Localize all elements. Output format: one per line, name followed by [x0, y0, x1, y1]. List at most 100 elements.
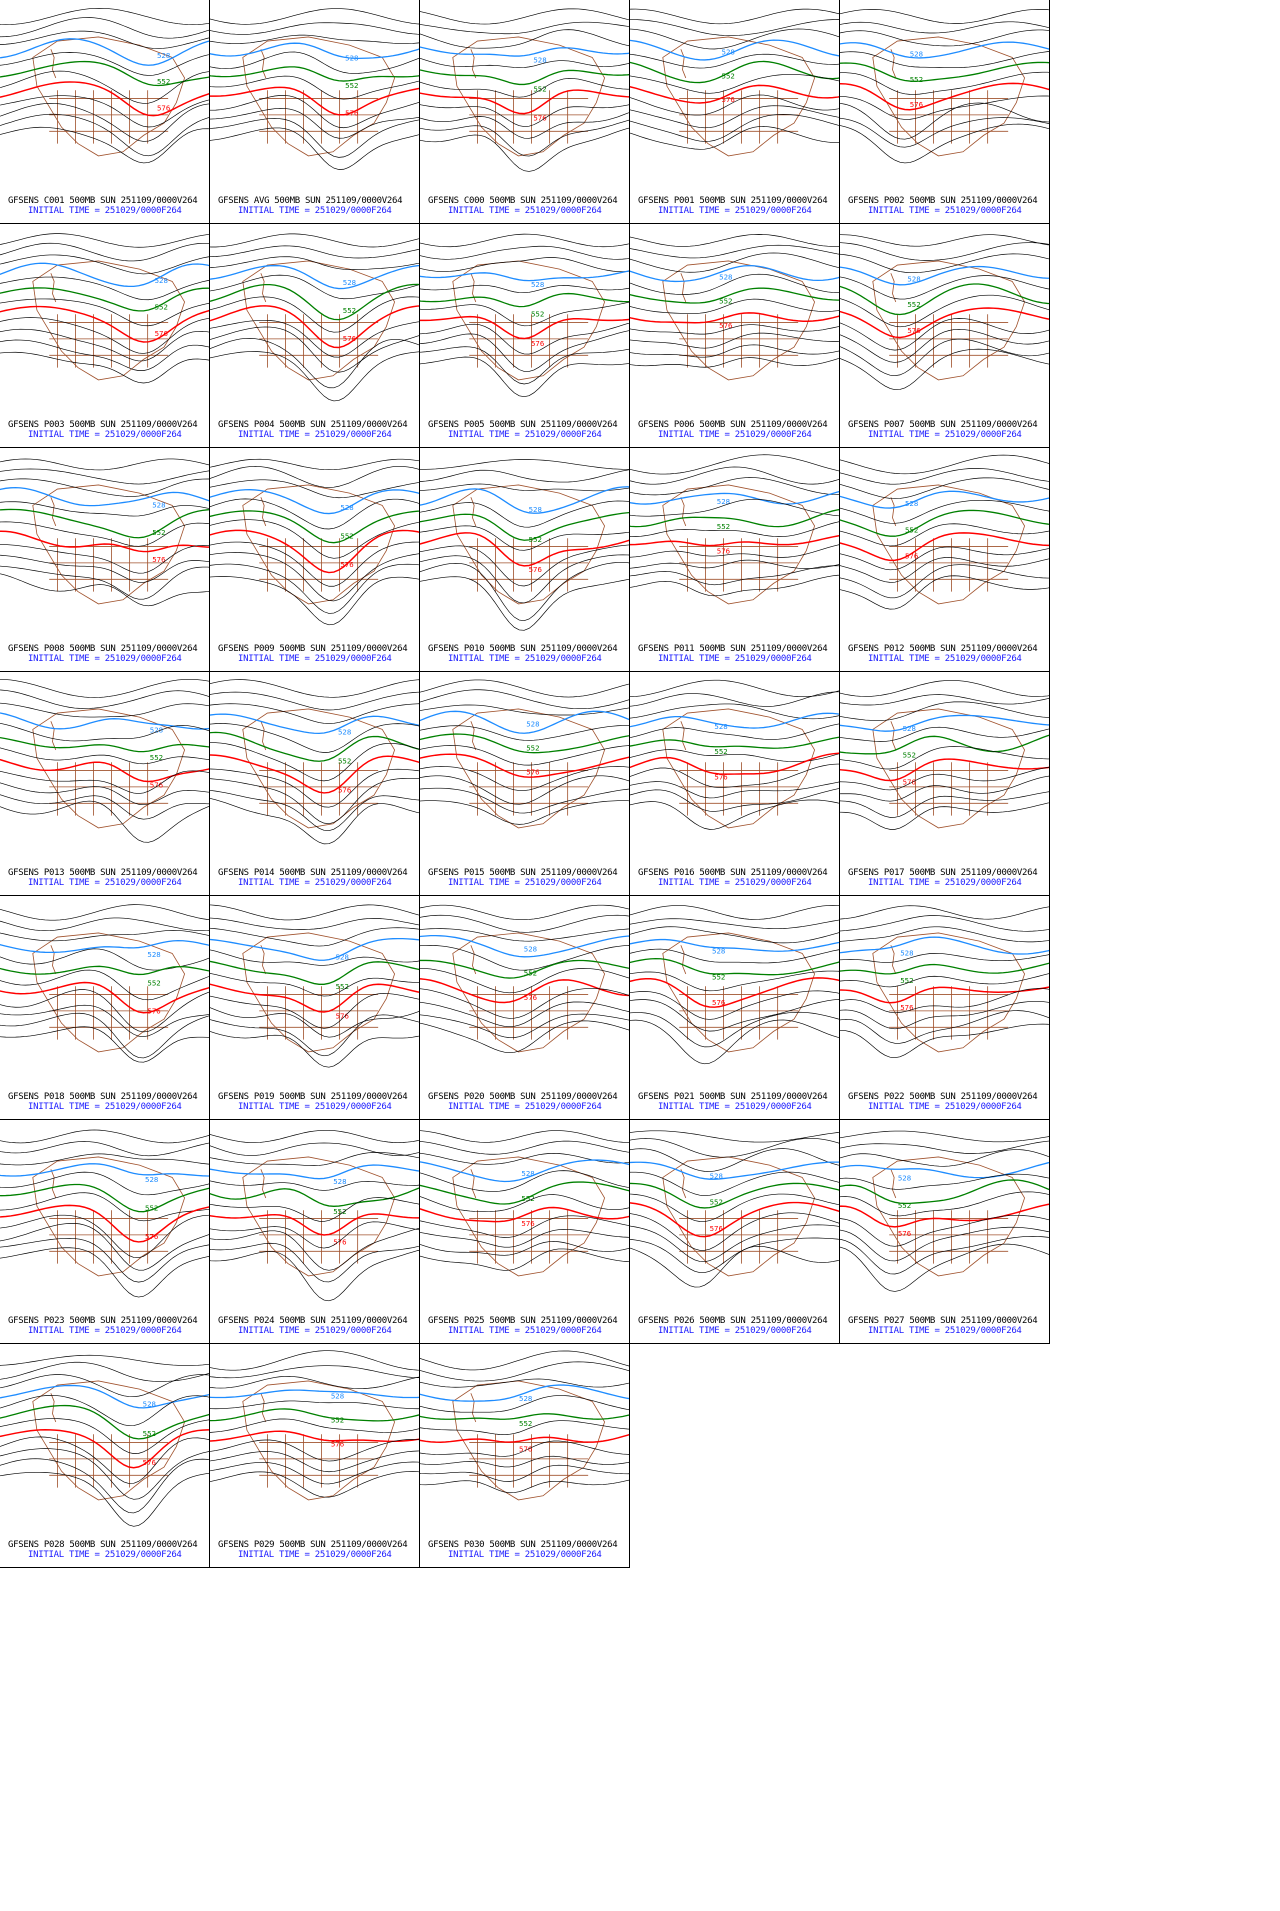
map-panel: 528 552 576 GFSENS P020 500MB SUN 251109/00… — [420, 896, 630, 1120]
height-contour-line — [0, 904, 209, 921]
panel-title: GFSENS AVG 500MB SUN 251109/0000V264 — [218, 196, 403, 206]
height-contour-line — [420, 346, 629, 385]
contour-552-line — [210, 283, 419, 321]
height-contour-line — [0, 702, 209, 718]
initial-time-label: INITIAL TIME = 251029/0000F264 — [238, 654, 392, 664]
height-contour-line — [210, 723, 419, 753]
panel-title: GFSENS P012 500MB SUN 251109/0000V264 — [848, 644, 1038, 654]
map-panel: 528 552 576 GFSENS P005 500MB SUN 251109/00… — [420, 224, 630, 448]
height-contour-line — [420, 112, 629, 139]
height-contour-line — [210, 679, 419, 698]
contour-552-line — [210, 1408, 419, 1422]
height-contour-line — [840, 988, 1049, 1014]
height-contour-line — [210, 95, 419, 129]
height-contour-line — [0, 689, 209, 709]
height-contour-line — [210, 691, 419, 711]
panel-title: GFSENS P006 500MB SUN 251109/0000V264 — [638, 420, 828, 430]
contour-value-label: 528 — [340, 503, 353, 512]
panel-title: GFSENS P005 500MB SUN 251109/0000V264 — [428, 420, 618, 430]
contour-value-label: 552 — [521, 1194, 534, 1203]
height-contour-line — [0, 1354, 209, 1366]
height-contour-map: 528 552 576 — [0, 1129, 209, 1298]
initial-time-label: INITIAL TIME = 251029/0000F264 — [658, 654, 812, 664]
contour-value-label: 576 — [155, 329, 168, 338]
contour-528-line — [840, 265, 1049, 286]
initial-time-label: INITIAL TIME = 251029/0000F264 — [28, 1102, 182, 1112]
height-contour-line — [840, 694, 1049, 706]
height-contour-line — [840, 1226, 1049, 1262]
initial-time-label: INITIAL TIME = 251029/0000F264 — [238, 1102, 392, 1112]
height-contour-line — [420, 562, 629, 622]
initial-time-label: INITIAL TIME = 251029/0000F264 — [448, 1550, 602, 1560]
height-contour-line — [0, 1004, 209, 1038]
contour-528-line — [210, 1389, 419, 1399]
height-contour-line — [840, 29, 1049, 47]
map-panel: 528 552 576 GFSENS P015 500MB SUN 251109/00… — [420, 672, 630, 896]
height-contour-line — [840, 102, 1049, 140]
height-contour-line — [210, 8, 419, 25]
height-contour-line — [420, 322, 629, 355]
height-contour-line — [210, 1242, 419, 1283]
height-contour-map: 528 552 576 — [210, 233, 419, 402]
contour-value-label: 576 — [345, 108, 358, 117]
contour-552-line — [210, 1187, 419, 1207]
initial-time-label: INITIAL TIME = 251029/0000F264 — [28, 206, 182, 216]
contour-576-line — [0, 305, 209, 343]
height-contour-map: 528 552 576 — [0, 458, 209, 607]
height-contour-line — [630, 252, 839, 273]
height-contour-line — [420, 1215, 629, 1238]
contour-528-line — [210, 937, 419, 961]
contour-value-label: 576 — [521, 1219, 534, 1228]
height-contour-line — [840, 680, 1049, 697]
height-contour-line — [630, 357, 839, 368]
height-contour-line — [840, 338, 1049, 377]
map-panel: 528 552 576 GFSENS P026 500MB SUN 251109/00… — [630, 1120, 840, 1344]
height-contour-line — [0, 794, 209, 820]
height-contour-line — [840, 1215, 1049, 1247]
contour-value-label: 552 — [155, 303, 168, 312]
contour-value-label: 552 — [531, 310, 544, 319]
height-contour-line — [420, 459, 629, 470]
map-panel: 528 552 576 GFSENS P011 500MB SUN 251109/00… — [630, 448, 840, 672]
contour-value-label: 552 — [150, 753, 163, 762]
height-contour-line — [840, 973, 1049, 988]
contour-value-label: 528 — [910, 50, 923, 59]
height-contour-line — [210, 465, 419, 488]
height-contour-line — [0, 1448, 209, 1500]
height-contour-line — [0, 458, 209, 471]
initial-time-label: INITIAL TIME = 251029/0000F264 — [448, 1326, 602, 1336]
contour-552-line — [630, 736, 839, 749]
height-contour-line — [0, 1171, 209, 1196]
map-panel: 528 552 576 GFSENS P008 500MB SUN 251109/00… — [0, 448, 210, 672]
map-panel: 528 552 576 GFSENS P018 500MB SUN 251109/00… — [0, 896, 210, 1120]
initial-time-label: INITIAL TIME = 251029/0000F264 — [448, 206, 602, 216]
height-contour-line — [630, 544, 839, 558]
height-contour-line — [630, 1237, 839, 1273]
height-contour-line — [210, 1461, 419, 1485]
map-panel: 528 552 576 GFSENS P009 500MB SUN 251109/00… — [210, 448, 420, 672]
height-contour-line — [840, 234, 1049, 247]
contour-576-line — [420, 978, 629, 1004]
contour-576-line — [210, 754, 419, 794]
height-contour-line — [0, 30, 209, 49]
height-contour-line — [840, 915, 1049, 932]
contour-value-label: 576 — [910, 100, 923, 109]
height-contour-line — [630, 918, 839, 930]
height-contour-line — [210, 778, 419, 825]
height-contour-line — [0, 468, 209, 485]
contour-528-line — [210, 264, 419, 290]
panel-title: GFSENS P016 500MB SUN 251109/0000V264 — [638, 868, 828, 878]
height-contour-line — [420, 1350, 629, 1371]
height-contour-line — [840, 348, 1049, 390]
contour-value-label: 576 — [531, 339, 544, 348]
height-contour-map: 528 552 576 — [840, 234, 1049, 390]
height-contour-line — [840, 564, 1049, 599]
initial-time-label: INITIAL TIME = 251029/0000F264 — [448, 1102, 602, 1112]
height-contour-line — [630, 521, 839, 537]
height-contour-line — [420, 1001, 629, 1028]
height-contour-line — [420, 988, 629, 1019]
contour-528-line — [0, 486, 209, 507]
contour-value-label: 552 — [147, 978, 160, 987]
height-contour-line — [210, 552, 419, 602]
map-panel: 528 552 576 GFSENS P001 500MB SUN 251109/00… — [630, 0, 840, 224]
